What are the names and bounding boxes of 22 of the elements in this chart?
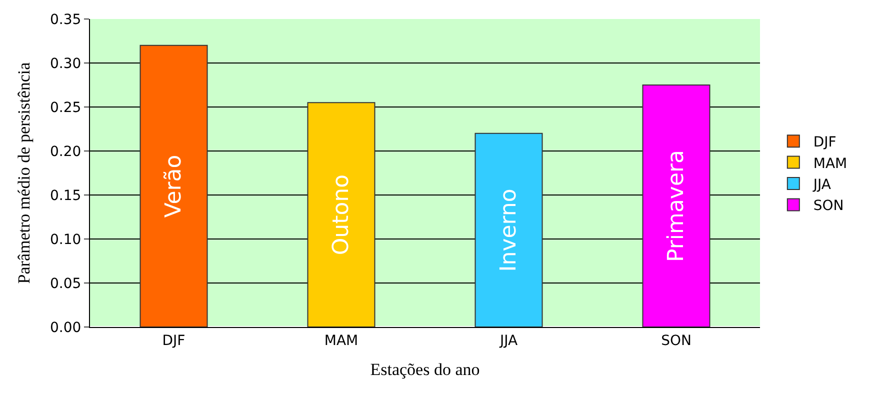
y-tick-label: 0.35 xyxy=(50,12,82,28)
data-label: Inverno xyxy=(496,188,522,272)
y-tick-label: 0.10 xyxy=(50,232,82,248)
data-label: Primavera xyxy=(664,150,689,262)
y-tick-label: 0.20 xyxy=(50,144,82,160)
y-axis-title: Parâmetro médio de persistência xyxy=(14,62,34,284)
legend-label: DJF xyxy=(813,134,836,151)
y-tick-label: 0.15 xyxy=(50,188,82,204)
y-tick-label: 0.00 xyxy=(50,320,82,336)
y-tick-label: 0.25 xyxy=(50,100,82,116)
data-label: Verão xyxy=(161,154,186,218)
x-tick-label: SON xyxy=(661,332,692,349)
y-tick-label: 0.05 xyxy=(50,276,82,292)
legend-label: JJA xyxy=(812,176,832,193)
y-tick-label: 0.30 xyxy=(50,56,82,72)
x-axis-title: Estações do ano xyxy=(370,360,480,380)
data-label: Outono xyxy=(328,174,354,256)
x-tick-label: MAM xyxy=(324,332,358,349)
legend-label: SON xyxy=(813,198,844,214)
x-tick-label: DJF xyxy=(162,332,186,349)
x-tick-label: JJA xyxy=(498,332,518,349)
legend-label: MAM xyxy=(813,156,848,172)
